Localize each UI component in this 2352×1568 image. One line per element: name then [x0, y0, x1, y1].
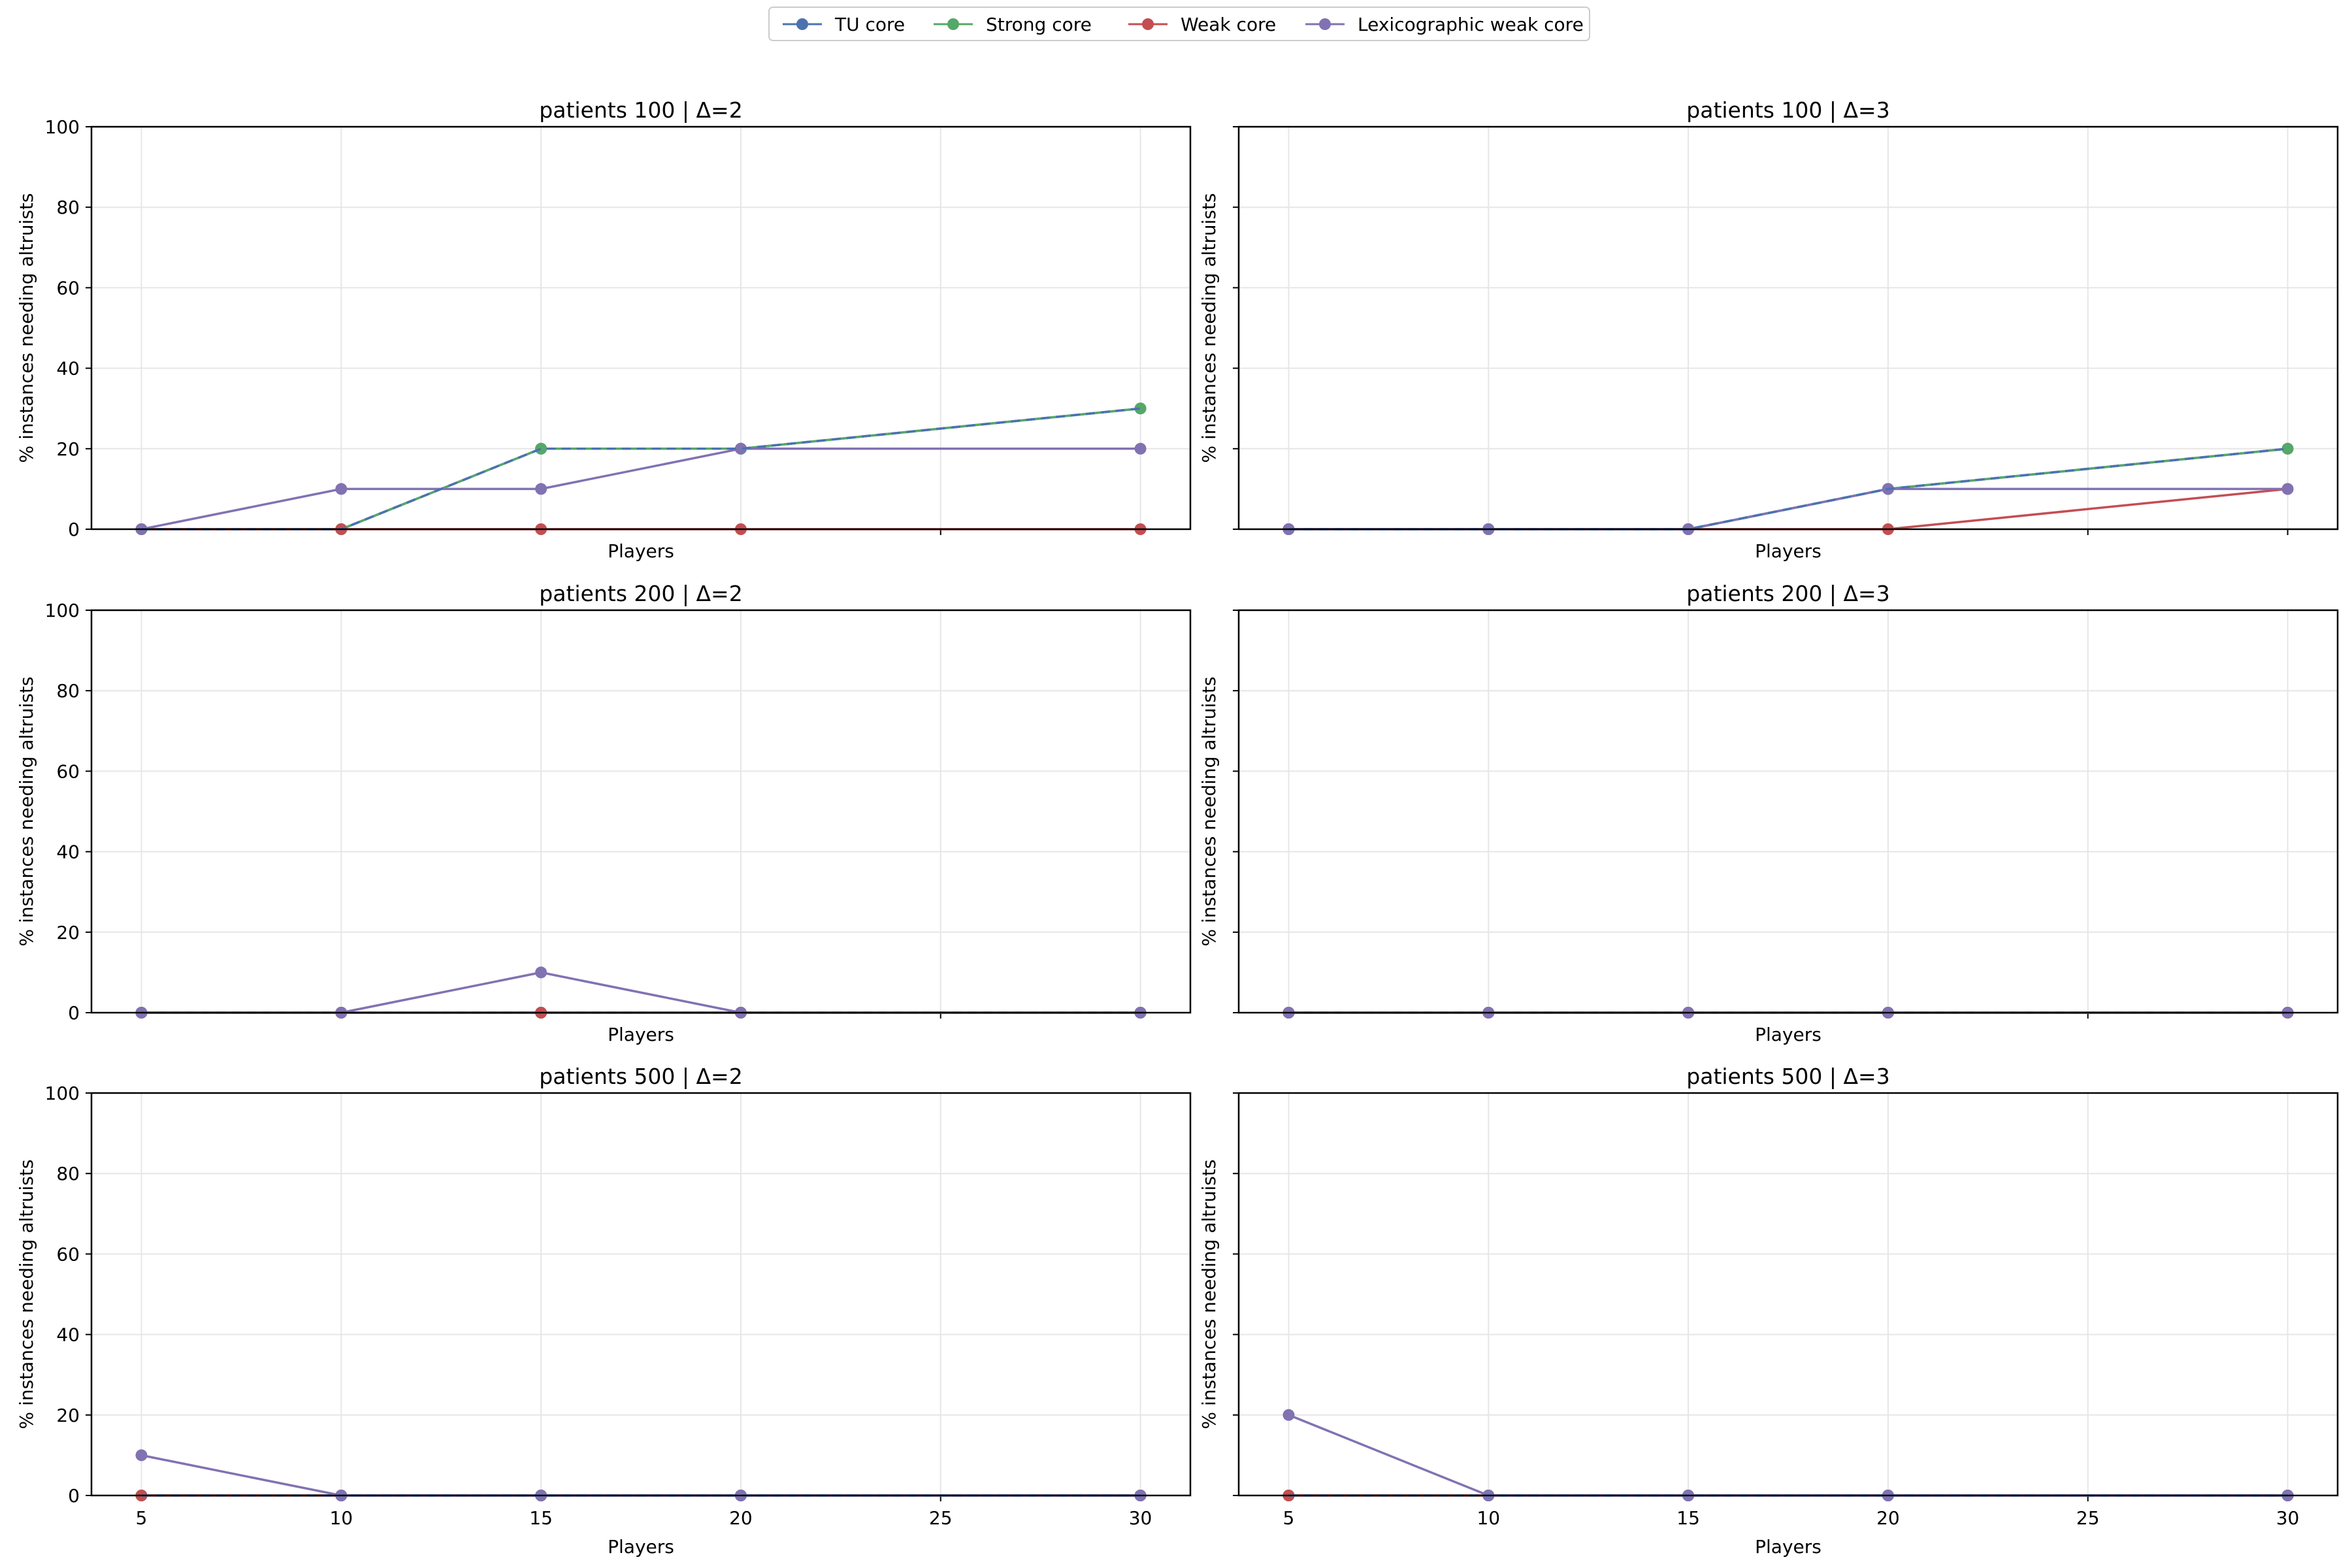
x-tick-label: 5 — [136, 1507, 148, 1529]
y-axis-label: % instances needing altruists — [1198, 677, 1220, 947]
x-axis-label: Players — [608, 540, 674, 562]
axes-frame — [90, 125, 1192, 531]
subplot: 0 20 40 60 80 100 patients 100 | Δ=2 Players % i… — [16, 97, 1192, 562]
y-tick-label: 0 — [68, 519, 80, 540]
data-point — [1134, 442, 1147, 455]
data-point — [2281, 442, 2294, 455]
subplot: 5 10 15 20 25 30 0 20 40 60 80 100 patients 500 | Δ=… — [16, 1064, 1192, 1558]
legend-label: Weak core — [1181, 14, 1276, 35]
data-point — [734, 442, 747, 455]
plot-area — [91, 1093, 1190, 1495]
legend-marker-swatch — [796, 18, 808, 30]
y-tick-label: 20 — [56, 438, 80, 460]
legend-entry: Strong core — [934, 14, 1092, 35]
axes-frame — [90, 609, 1192, 1014]
x-axis-label: Players — [1755, 1024, 1821, 1045]
legend-frame — [768, 7, 1590, 41]
legend: TU core Strong core Weak core Lexicographic… — [768, 7, 1590, 41]
y-tick-label: 0 — [68, 1002, 80, 1024]
legend-entry: Weak core — [1128, 14, 1276, 35]
y-axis-label: % instances needing altruists — [16, 1160, 37, 1429]
x-tick-label: 20 — [1876, 1507, 1900, 1529]
legend-label: Strong core — [986, 14, 1092, 35]
axes-frame — [1237, 609, 2339, 1014]
y-axis-label: % instances needing altruists — [16, 677, 37, 947]
y-tick-label: 100 — [45, 600, 80, 621]
plot-area — [1239, 1093, 2338, 1495]
axes-frame — [90, 1092, 1192, 1497]
y-axis-label: % instances needing altruists — [16, 193, 37, 463]
x-axis-label: Players — [1755, 1536, 1821, 1558]
y-tick-label: 40 — [56, 841, 80, 863]
legend-marker-swatch — [1319, 18, 1331, 30]
subplot: 5 10 15 20 25 30 patients 500 | Δ=3 Players % in… — [1198, 1064, 2339, 1558]
legend-label: TU core — [834, 14, 905, 35]
plot-area — [91, 127, 1190, 529]
y-tick-label: 60 — [56, 1243, 80, 1265]
axes-frame — [1237, 1092, 2339, 1497]
subplot-title: patients 200 | Δ=3 — [1686, 581, 1889, 606]
subplot-title: patients 100 | Δ=3 — [1686, 97, 1889, 123]
x-tick-label: 5 — [1283, 1507, 1295, 1529]
subplot: patients 100 | Δ=3 Players % instances nee… — [1198, 97, 2339, 562]
subplot-title: patients 200 | Δ=2 — [539, 581, 742, 606]
x-tick-label: 25 — [929, 1507, 953, 1529]
x-axis-label: Players — [608, 1024, 674, 1045]
y-axis-label: % instances needing altruists — [1198, 193, 1220, 463]
series-lexicographic-weak-core — [135, 442, 1147, 535]
legend-entry: TU core — [783, 14, 905, 35]
plot-area — [91, 610, 1190, 1013]
subplot: 0 20 40 60 80 100 patients 200 | Δ=2 Players % i… — [16, 581, 1192, 1045]
y-tick-label: 80 — [56, 1163, 80, 1184]
data-point — [535, 966, 547, 979]
data-point — [1134, 402, 1147, 415]
legend-label: Lexicographic weak core — [1358, 14, 1584, 35]
y-tick-label: 60 — [56, 760, 80, 782]
data-point — [135, 1449, 148, 1462]
x-tick-label: 10 — [1477, 1507, 1500, 1529]
data-point — [2281, 483, 2294, 495]
x-tick-label: 15 — [1676, 1507, 1700, 1529]
y-tick-label: 60 — [56, 277, 80, 299]
y-tick-label: 40 — [56, 1324, 80, 1346]
axes-frame — [1237, 125, 2339, 531]
x-tick-label: 20 — [729, 1507, 753, 1529]
y-axis-label: % instances needing altruists — [1198, 1160, 1220, 1429]
x-tick-label: 25 — [2076, 1507, 2100, 1529]
data-point — [535, 442, 547, 455]
data-point — [1282, 1409, 1295, 1421]
subplot-title: patients 500 | Δ=3 — [1686, 1064, 1889, 1089]
data-point — [535, 483, 547, 495]
y-tick-label: 100 — [45, 1083, 80, 1104]
y-tick-label: 100 — [45, 116, 80, 138]
x-axis-label: Players — [1755, 540, 1821, 562]
data-point — [335, 483, 348, 495]
x-tick-label: 30 — [2276, 1507, 2300, 1529]
y-tick-label: 40 — [56, 358, 80, 380]
y-tick-label: 0 — [68, 1485, 80, 1507]
x-tick-label: 15 — [529, 1507, 553, 1529]
y-tick-label: 80 — [56, 197, 80, 218]
y-tick-label: 80 — [56, 680, 80, 702]
legend-marker-swatch — [1142, 18, 1154, 30]
y-tick-label: 20 — [56, 922, 80, 943]
y-tick-label: 20 — [56, 1405, 80, 1426]
x-tick-label: 30 — [1129, 1507, 1152, 1529]
x-tick-label: 10 — [329, 1507, 353, 1529]
subplot-title: patients 100 | Δ=2 — [539, 97, 742, 123]
x-axis-label: Players — [608, 1536, 674, 1558]
legend-entry: Lexicographic weak core — [1305, 14, 1584, 35]
plot-area — [1239, 127, 2338, 529]
subplot-title: patients 500 | Δ=2 — [539, 1064, 742, 1089]
subplot: patients 200 | Δ=3 Players % instances nee… — [1198, 581, 2339, 1045]
legend-marker-swatch — [947, 18, 959, 30]
plot-area — [1239, 610, 2338, 1013]
